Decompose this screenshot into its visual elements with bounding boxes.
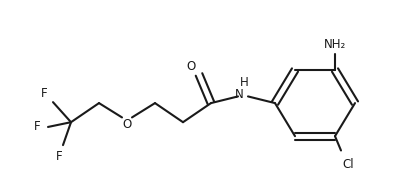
Text: H: H (240, 76, 248, 89)
Text: F: F (34, 120, 40, 133)
Text: O: O (122, 118, 132, 131)
Text: NH₂: NH₂ (324, 38, 346, 51)
Text: N: N (235, 88, 243, 101)
Text: F: F (41, 87, 47, 100)
Text: O: O (186, 60, 196, 73)
Text: F: F (56, 150, 62, 163)
Text: Cl: Cl (342, 158, 354, 171)
